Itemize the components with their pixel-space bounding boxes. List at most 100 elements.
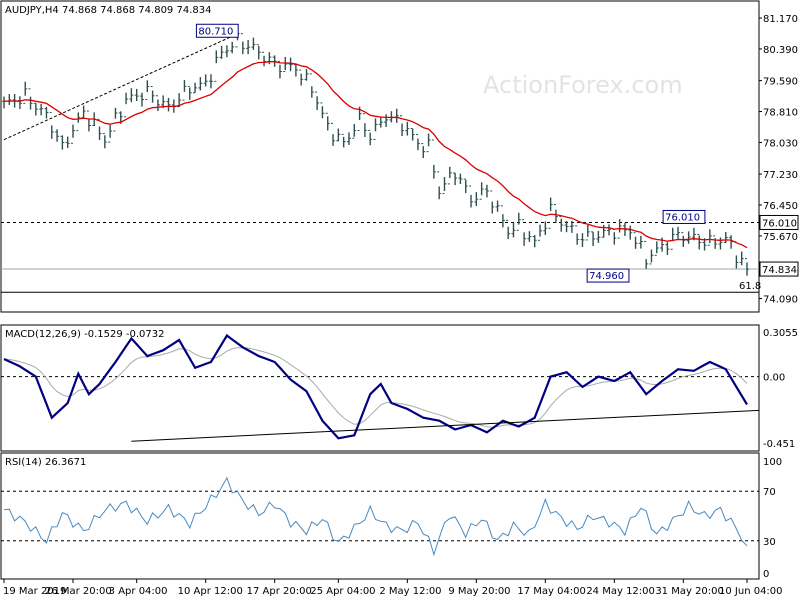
ohlc-bar	[553, 204, 558, 223]
macd-tick-label: -0.451	[763, 439, 795, 450]
ohlc-bar	[426, 133, 431, 153]
ohlc-bar	[262, 51, 267, 67]
ohlc-bar	[431, 139, 436, 179]
ohlc-bar	[283, 56, 288, 73]
ohlc-bar	[580, 233, 585, 248]
ohlc-bar	[145, 80, 150, 101]
ohlc-bar	[697, 233, 702, 250]
ohlc-bar	[707, 229, 712, 246]
ohlc-bar	[368, 129, 373, 146]
rsi-panel	[0, 452, 760, 580]
date-tick-label: 10 Jun 04:00	[719, 586, 783, 597]
ohlc-bar	[718, 237, 723, 250]
ohlc-bar	[28, 88, 33, 110]
ohlc-bar	[665, 242, 670, 255]
ohlc-bar	[506, 219, 511, 240]
rsi-level-lines	[1, 490, 759, 542]
level-price-box: 76.010	[759, 214, 799, 230]
ohlc-bar	[522, 219, 527, 246]
rsi-tick-label: 100	[763, 457, 782, 468]
date-tick-label: 9 May 20:00	[448, 586, 510, 597]
date-tick-label: 24 May 12:00	[586, 586, 655, 597]
ohlc-bar	[447, 166, 452, 185]
price-annotations: 80.710 76.010 74.960	[195, 23, 706, 283]
ohlc-bar	[569, 220, 574, 233]
ohlc-bar	[516, 212, 521, 231]
svg-text:74.834: 74.834	[762, 265, 797, 276]
ohlc-bar	[240, 33, 245, 55]
moving-average-line	[3, 61, 748, 249]
ohlc-bar	[17, 96, 22, 110]
ohlc-bar	[331, 122, 336, 146]
macd-panel	[0, 324, 760, 452]
price-annotation: 80.710	[195, 23, 239, 38]
ohlc-bar	[256, 44, 261, 60]
ohlc-bar	[193, 82, 198, 94]
ohlc-bar	[320, 102, 325, 119]
ohlc-bar	[601, 224, 606, 238]
ohlc-bar	[81, 105, 86, 119]
ohlc-bar	[70, 124, 75, 144]
macd-tick-label: 0.3055	[763, 328, 798, 339]
ohlc-bar	[214, 50, 219, 82]
ohlc-bar	[150, 86, 155, 103]
ohlc-bar	[384, 114, 389, 127]
ohlc-bar	[166, 97, 171, 112]
ohlc-bar	[495, 200, 500, 212]
ohlc-bar	[559, 216, 564, 232]
rsi-tick-label: 0	[763, 569, 769, 580]
ohlc-bar	[113, 107, 118, 132]
ohlc-bar	[458, 173, 463, 185]
ohlc-bar	[739, 251, 744, 266]
ohlc-bar	[405, 121, 410, 136]
ohlc-bar	[346, 132, 351, 145]
price-tick-label: 74.090	[763, 295, 798, 306]
ohlc-bar	[60, 135, 65, 150]
ohlc-bar	[129, 88, 134, 103]
ohlc-bar	[469, 185, 474, 208]
ohlc-bar	[7, 94, 12, 105]
price-tick-label: 77.230	[763, 170, 798, 181]
ohlc-bar	[187, 85, 192, 100]
ohlc-bar	[421, 143, 426, 159]
ohlc-bar	[490, 190, 495, 214]
date-tick-label: 31 May 20:00	[655, 586, 724, 597]
ohlc-bar	[198, 77, 203, 91]
ohlc-bar	[575, 225, 580, 245]
ohlc-bar	[729, 235, 734, 249]
ohlc-bar	[336, 128, 341, 142]
ohlc-bar	[617, 219, 622, 239]
ohlc-bar	[341, 133, 346, 148]
ohlc-bar	[463, 178, 468, 194]
ohlc-bar	[208, 74, 213, 89]
ohlc-bar	[2, 96, 6, 109]
signal-line	[3, 347, 748, 428]
date-tick-label: 25 Apr 04:00	[310, 586, 375, 597]
ohlc-bar	[638, 235, 643, 249]
ohlc-bar	[224, 45, 229, 58]
ohlc-bar	[723, 231, 728, 243]
ohlc-bar	[23, 81, 28, 104]
price-annotation: 74.960	[586, 268, 630, 283]
macd-tick-label: 0.00	[763, 373, 785, 384]
ohlc-bar	[484, 184, 489, 198]
ohlc-bar	[681, 232, 686, 247]
macd-line	[3, 333, 748, 440]
ohlc-bar	[527, 231, 532, 242]
ohlc-bar	[607, 224, 612, 236]
ohlc-bar	[293, 63, 298, 77]
ohlc-bar	[628, 225, 633, 240]
ohlc-bar	[415, 134, 420, 151]
ohlc-bar	[442, 177, 447, 195]
ohlc-bar	[288, 57, 293, 72]
ohlc-bar	[352, 123, 357, 139]
ohlc-bar	[479, 182, 484, 200]
svg-text:76.010: 76.010	[665, 212, 700, 223]
ohlc-bar	[474, 192, 479, 207]
svg-text:76.010: 76.010	[762, 218, 797, 229]
ohlc-bar	[676, 226, 681, 239]
price-tick-label: 78.030	[763, 138, 798, 149]
ohlc-bar	[453, 172, 458, 186]
